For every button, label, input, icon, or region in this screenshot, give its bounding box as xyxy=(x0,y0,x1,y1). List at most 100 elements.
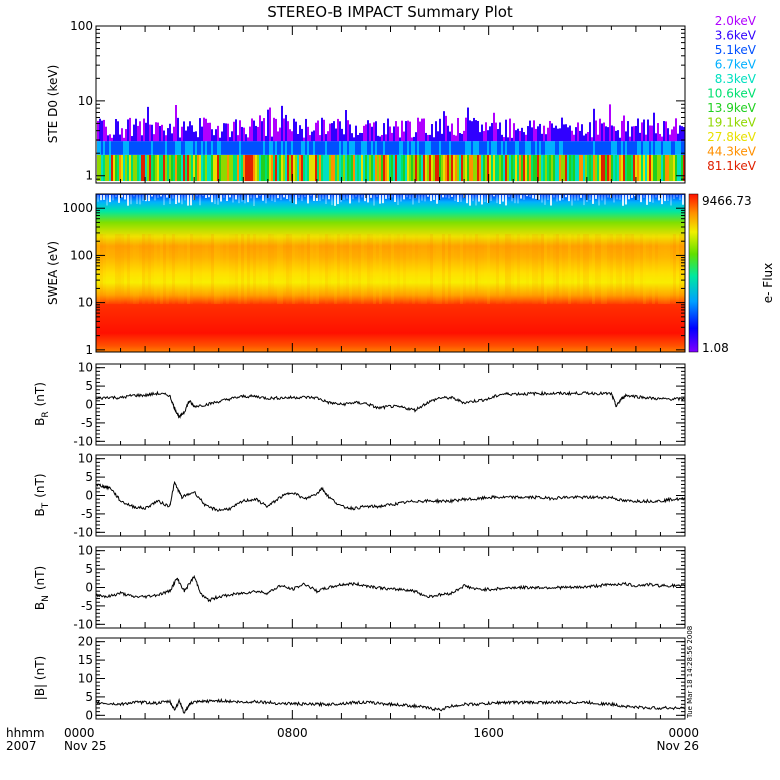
ste-strip xyxy=(297,154,299,182)
swea-stripe xyxy=(397,234,400,304)
swea-stripes xyxy=(97,195,685,304)
ste-spike xyxy=(159,126,161,142)
ste-spike xyxy=(661,136,663,142)
ste-strip xyxy=(643,154,645,182)
ste-strip xyxy=(525,154,527,182)
ste-strip xyxy=(191,141,193,155)
ste-legend-entry: 3.6keV xyxy=(715,29,757,43)
ste-strip xyxy=(327,141,329,155)
ste-strip xyxy=(625,154,627,182)
swea-edge xyxy=(301,195,303,202)
ste-spike xyxy=(491,122,493,142)
ste-strip xyxy=(407,141,409,155)
swea-stripe xyxy=(298,234,301,304)
swea-edge xyxy=(583,195,585,206)
ste-spike xyxy=(273,117,275,142)
ste-strip xyxy=(103,141,105,155)
ste-strip xyxy=(527,141,529,155)
ste-strip xyxy=(541,154,543,182)
ste-strip xyxy=(209,154,211,182)
swea-edge xyxy=(502,195,504,202)
ste-strip xyxy=(193,154,195,182)
ste-strip xyxy=(357,154,359,182)
ste-strip xyxy=(271,141,273,155)
swea-edge xyxy=(646,195,648,205)
ste-strip xyxy=(511,141,513,155)
ste-spike xyxy=(515,130,517,142)
ste-strip xyxy=(673,154,675,182)
swea-edge xyxy=(481,195,483,205)
swea-stripe xyxy=(130,234,133,304)
ste-strip xyxy=(495,154,497,182)
ste-strip xyxy=(185,154,187,182)
ste-strip xyxy=(193,141,195,155)
ste-strip xyxy=(189,154,191,182)
ste-strip xyxy=(489,154,491,182)
ste-strip xyxy=(125,154,127,182)
ste-strip xyxy=(345,154,347,182)
ste-spike xyxy=(201,126,203,142)
swea-stripe xyxy=(556,234,559,304)
ste-strip xyxy=(609,141,611,155)
swea-stripe xyxy=(436,234,439,304)
ste-spike xyxy=(463,130,465,142)
swea-stripe xyxy=(142,234,145,304)
ste-spike xyxy=(155,122,157,142)
ste-strip xyxy=(165,141,167,155)
ste-strip xyxy=(377,141,379,155)
ste-strip xyxy=(175,141,177,155)
br-tick-label: -10 xyxy=(73,434,93,448)
ste-strip xyxy=(253,141,255,155)
swea-stripe xyxy=(607,234,610,304)
swea-edge xyxy=(550,195,552,206)
ste-spike xyxy=(317,120,319,142)
ste-strip xyxy=(217,141,219,155)
ste-strip xyxy=(309,141,311,155)
ste-spike xyxy=(525,134,527,142)
swea-stripe xyxy=(649,234,652,304)
swea-edge xyxy=(349,195,351,204)
ste-strip xyxy=(529,154,531,182)
ste-strip xyxy=(637,141,639,155)
swea-stripe xyxy=(235,234,238,304)
ste-strip xyxy=(463,154,465,182)
ste-strip xyxy=(535,141,537,155)
swea-edge xyxy=(223,195,225,198)
br-y-label: BR(nT) xyxy=(33,382,51,426)
bmag-tick-label: 5 xyxy=(85,690,93,704)
ste-strip xyxy=(183,154,185,182)
swea-edge xyxy=(169,195,171,205)
swea-edge xyxy=(175,195,177,205)
ste-strip xyxy=(173,154,175,182)
ste-strip xyxy=(525,141,527,155)
swea-edge xyxy=(109,195,111,203)
ste-spike xyxy=(441,133,443,142)
ste-spike xyxy=(581,124,583,142)
ste-strip xyxy=(303,154,305,182)
ste-strip xyxy=(349,154,351,182)
ste-strip xyxy=(421,141,423,155)
ste-strip xyxy=(305,154,307,182)
ste-spike xyxy=(247,137,249,142)
ste-strip xyxy=(115,141,117,155)
ste-strip xyxy=(579,154,581,182)
swea-stripe xyxy=(367,234,370,304)
swea-edge xyxy=(406,195,408,198)
bn-y-ticks: 10 5 0 -5 -10 xyxy=(73,544,685,631)
ste-strip xyxy=(329,141,331,155)
ste-spike xyxy=(211,129,213,142)
bt-tick-label: 0 xyxy=(85,489,93,503)
ste-strip xyxy=(121,141,123,155)
bmag-tick-label: 20 xyxy=(78,635,93,649)
ste-strip xyxy=(367,141,369,155)
swea-edge xyxy=(568,195,570,202)
ste-strip xyxy=(339,154,341,182)
ste-strip xyxy=(161,141,163,155)
swea-edge xyxy=(376,195,378,197)
swea-edge xyxy=(181,195,183,205)
ste-spike xyxy=(305,118,307,142)
ste-strip xyxy=(397,141,399,155)
swea-edge xyxy=(136,195,138,205)
ste-strip xyxy=(589,154,591,182)
swea-stripe xyxy=(232,234,235,304)
